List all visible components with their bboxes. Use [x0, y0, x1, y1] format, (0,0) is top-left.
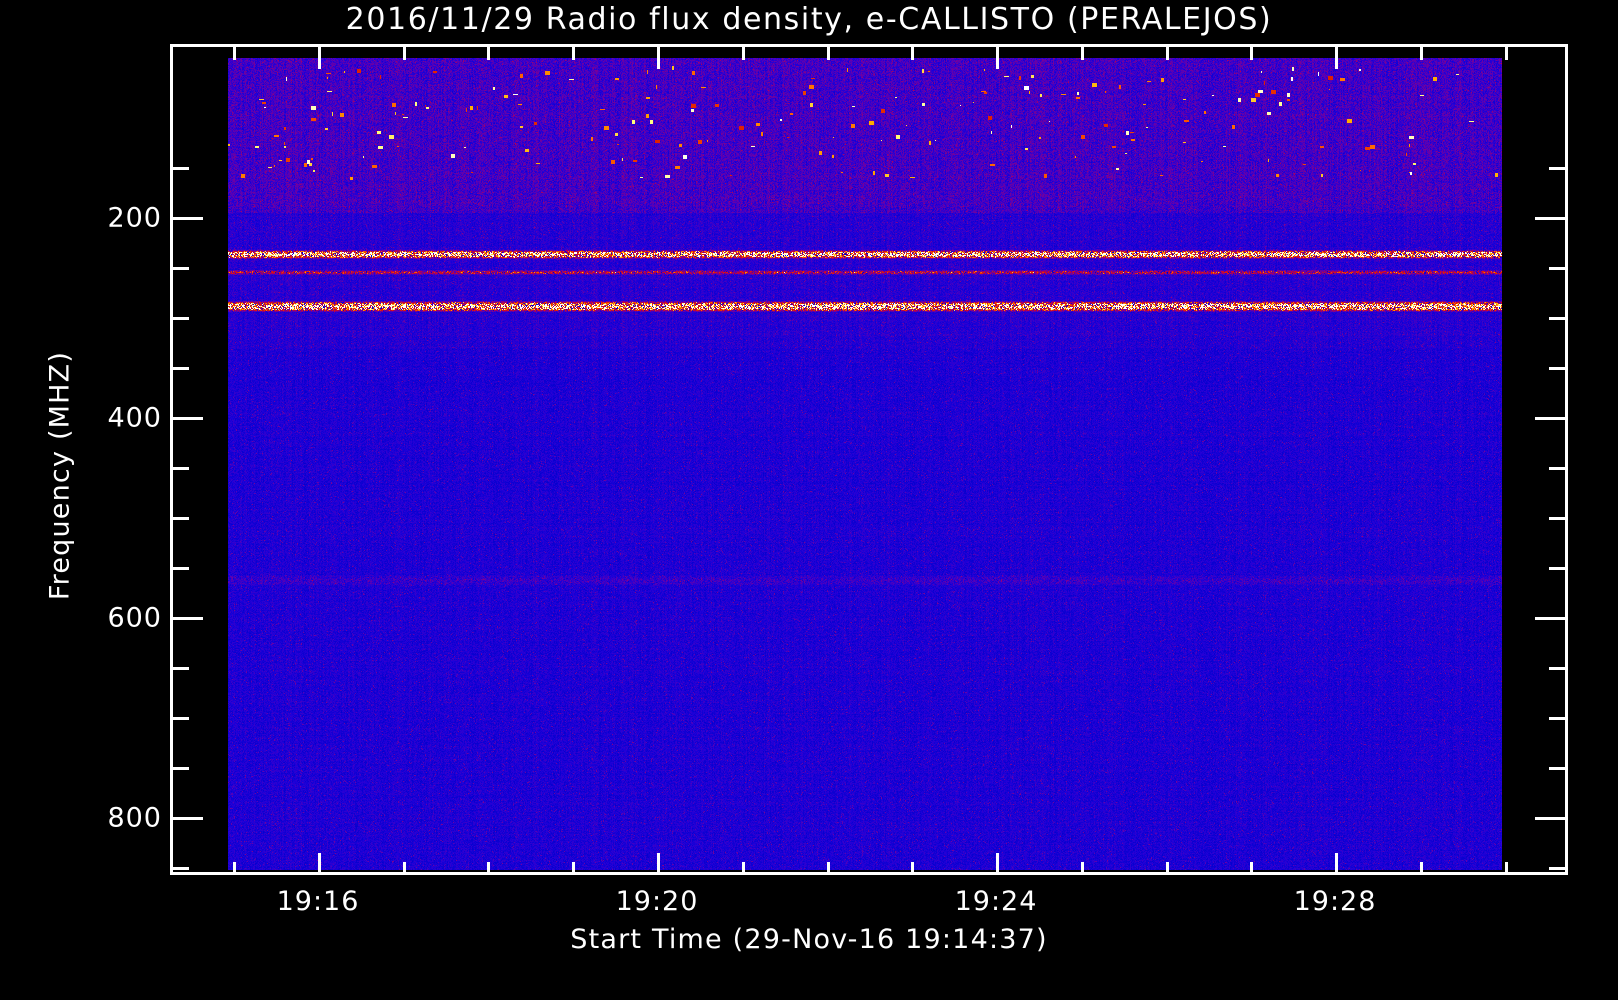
- x-tick-major-top: [996, 47, 999, 69]
- x-tick-minor-top: [572, 47, 575, 60]
- y-tick-minor: [173, 517, 189, 520]
- x-tick-minor: [487, 862, 490, 875]
- y-tick-minor-right: [1549, 317, 1565, 320]
- x-tick-label: 19:28: [1293, 886, 1377, 917]
- x-tick-major-top: [318, 47, 321, 69]
- dynamic-spectrum-image: [228, 58, 1502, 870]
- y-tick-minor: [173, 567, 189, 570]
- page-title: 2016/11/29 Radio flux density, e-CALLIST…: [345, 2, 1273, 37]
- y-tick-major-right: [1535, 417, 1565, 420]
- x-tick-minor-top: [1420, 47, 1423, 60]
- x-tick-minor: [827, 862, 830, 875]
- x-tick-minor-top: [1166, 47, 1169, 60]
- x-tick-minor-top: [233, 47, 236, 60]
- x-tick-minor: [742, 862, 745, 875]
- y-tick-label: 200: [107, 202, 162, 234]
- y-tick-minor-right: [1549, 467, 1565, 470]
- y-tick-major: [173, 617, 203, 620]
- y-tick-major: [173, 817, 203, 820]
- y-tick-minor-right: [1549, 667, 1565, 670]
- x-tick-major-top: [1335, 47, 1338, 69]
- y-tick-minor-right: [1549, 867, 1565, 870]
- y-tick-minor: [173, 167, 189, 170]
- y-tick-minor: [173, 267, 189, 270]
- x-tick-major: [996, 853, 999, 875]
- y-tick-label: 600: [107, 602, 162, 634]
- y-tick-label: 400: [107, 402, 162, 434]
- x-tick-minor: [572, 862, 575, 875]
- y-tick-major: [173, 217, 203, 220]
- x-tick-minor: [233, 862, 236, 875]
- x-tick-minor-top: [742, 47, 745, 60]
- x-tick-label: 19:24: [954, 886, 1038, 917]
- axis-frame: [170, 44, 1568, 875]
- x-tick-minor-top: [487, 47, 490, 60]
- x-tick-minor: [1166, 862, 1169, 875]
- x-tick-minor-top: [403, 47, 406, 60]
- x-axis-label: Start Time (29-Nov-16 19:14:37): [570, 924, 1048, 955]
- y-tick-minor-right: [1549, 517, 1565, 520]
- x-tick-minor: [1250, 862, 1253, 875]
- y-tick-major: [173, 417, 203, 420]
- y-tick-minor: [173, 717, 189, 720]
- x-tick-minor: [1420, 862, 1423, 875]
- x-tick-label: 19:20: [615, 886, 699, 917]
- y-tick-minor: [173, 367, 189, 370]
- x-tick-major: [1335, 853, 1338, 875]
- y-tick-minor: [173, 667, 189, 670]
- y-tick-label: 800: [107, 802, 162, 834]
- y-tick-minor: [173, 317, 189, 320]
- x-tick-major: [318, 853, 321, 875]
- y-tick-minor: [173, 467, 189, 470]
- y-axis-label: Frequency (MHZ): [44, 350, 76, 601]
- y-tick-minor-right: [1549, 367, 1565, 370]
- y-tick-minor-right: [1549, 167, 1565, 170]
- y-tick-minor: [173, 767, 189, 770]
- x-tick-minor: [1505, 862, 1508, 875]
- y-tick-minor-right: [1549, 267, 1565, 270]
- x-tick-minor-top: [827, 47, 830, 60]
- x-tick-minor-top: [911, 47, 914, 60]
- x-tick-minor-top: [1505, 47, 1508, 60]
- x-tick-minor: [911, 862, 914, 875]
- y-tick-minor-right: [1549, 767, 1565, 770]
- y-tick-major-right: [1535, 217, 1565, 220]
- x-tick-minor: [403, 862, 406, 875]
- y-tick-minor-right: [1549, 567, 1565, 570]
- x-tick-major: [657, 853, 660, 875]
- y-tick-major-right: [1535, 617, 1565, 620]
- y-tick-major-right: [1535, 817, 1565, 820]
- x-tick-major-top: [657, 47, 660, 69]
- x-tick-minor-top: [1250, 47, 1253, 60]
- x-tick-minor: [1081, 862, 1084, 875]
- y-tick-minor: [173, 867, 189, 870]
- y-tick-minor-right: [1549, 717, 1565, 720]
- x-tick-label: 19:16: [276, 886, 360, 917]
- x-tick-minor-top: [1081, 47, 1084, 60]
